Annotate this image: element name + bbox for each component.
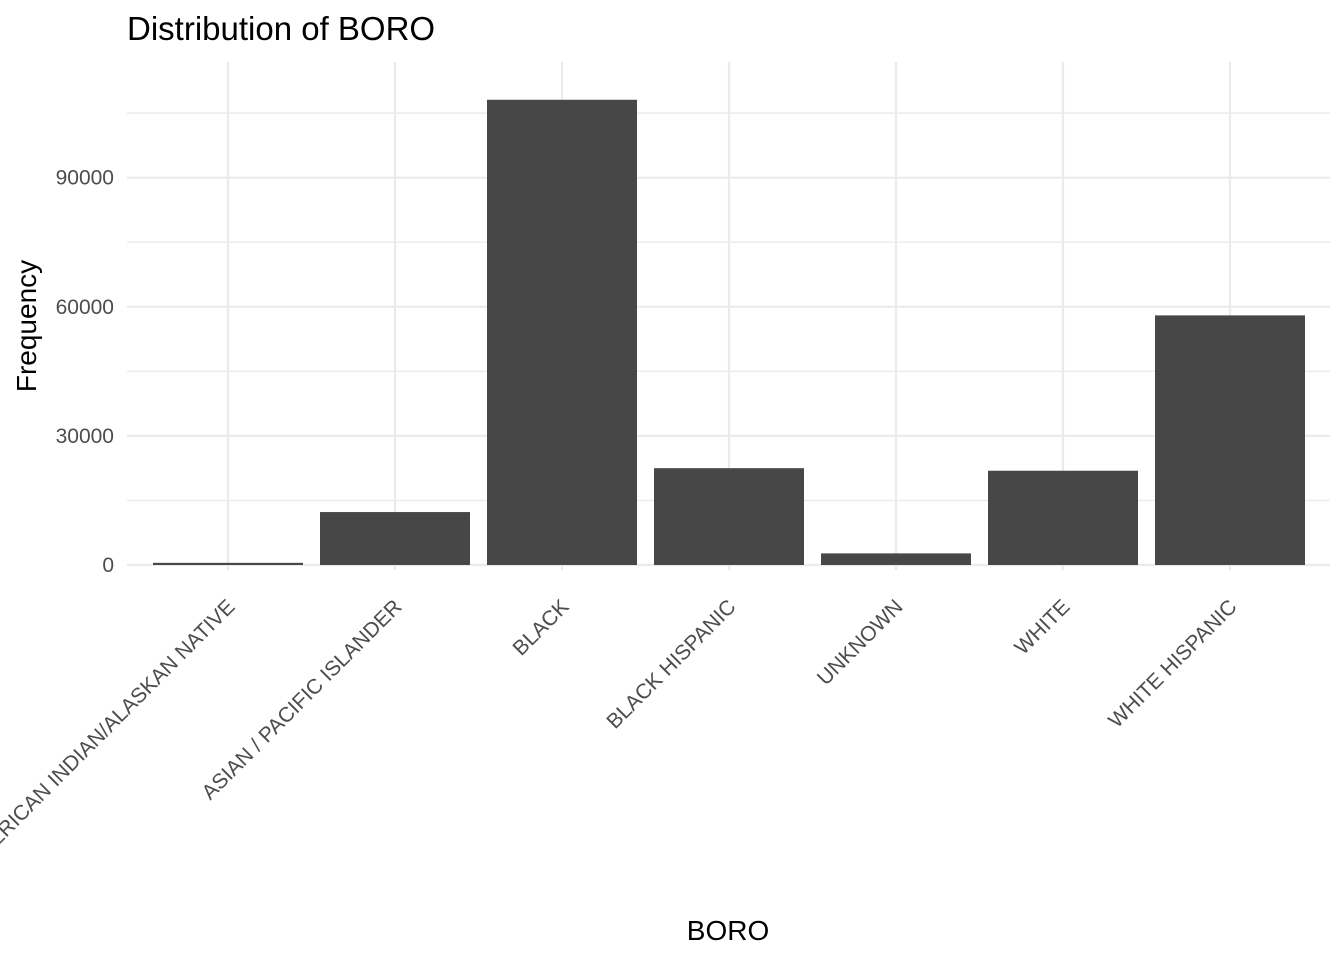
- y-tick-label: 90000: [56, 167, 114, 190]
- y-tick-labels: 0 30000 60000 90000: [56, 167, 114, 577]
- x-tick-label: UNKNOWN: [813, 595, 908, 690]
- bar: [988, 470, 1138, 565]
- x-tick-label: ASIAN / PACIFIC ISLANDER: [197, 595, 406, 804]
- bar: [1155, 315, 1305, 565]
- bar: [487, 99, 637, 565]
- y-tick-label: 60000: [56, 296, 114, 319]
- y-axis-title: Frequency: [11, 260, 42, 392]
- x-tick-label: BLACK HISPANIC: [602, 595, 740, 733]
- bar: [654, 468, 804, 565]
- x-tick-label: AMERICAN INDIAN/ALASKAN NATIVE: [0, 595, 240, 873]
- y-tick-label: 0: [102, 554, 114, 577]
- bar: [153, 562, 303, 565]
- x-axis-title: BORO: [687, 915, 769, 946]
- bar: [320, 512, 470, 565]
- x-tick-label: WHITE: [1010, 595, 1074, 659]
- chart-title: Distribution of BORO: [127, 10, 435, 47]
- y-tick-label: 30000: [56, 425, 114, 448]
- x-tick-label: BLACK: [509, 595, 574, 660]
- bar: [821, 553, 971, 565]
- x-tick-label: WHITE HISPANIC: [1104, 595, 1241, 732]
- bars: [153, 99, 1305, 565]
